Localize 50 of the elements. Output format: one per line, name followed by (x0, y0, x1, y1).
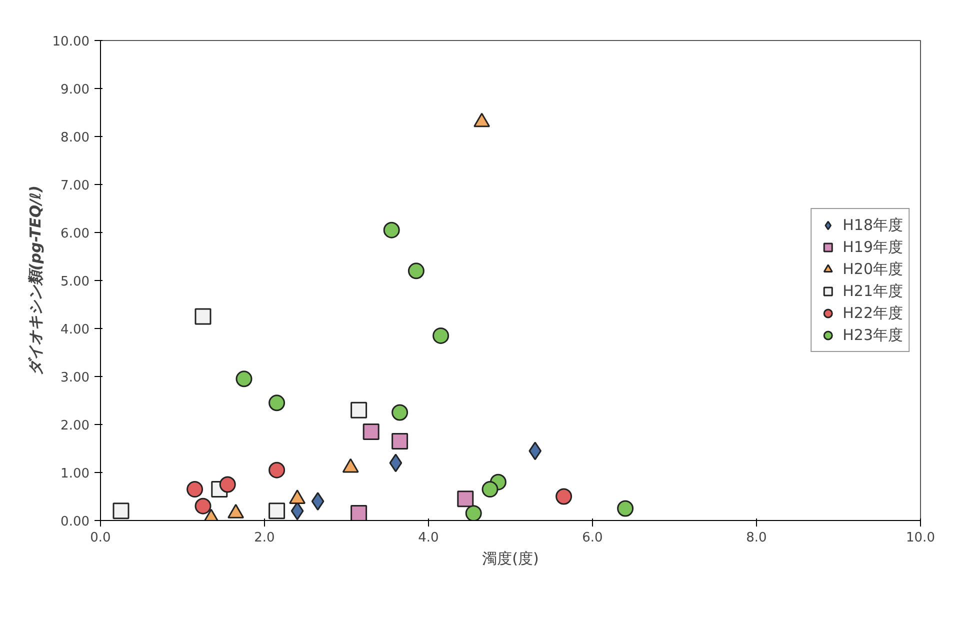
legend-label: H23年度 (842, 326, 903, 344)
y-tick-label: 1.00 (60, 466, 90, 482)
y-tick-label: 6.00 (60, 226, 90, 242)
point (432, 327, 450, 344)
y-axis-title: ダイオキシン類(pg-TEQ/ℓ) (26, 185, 44, 376)
x-tick-label: 0.0 (90, 530, 111, 546)
x-tick-label: 10.0 (906, 530, 935, 546)
point (465, 505, 482, 520)
point (194, 308, 212, 325)
point (350, 402, 368, 418)
point (392, 404, 408, 421)
legend-label: H20年度 (842, 260, 903, 278)
y-tick-label: 3.00 (60, 370, 90, 386)
point (112, 502, 130, 520)
y-tick-label: 4.00 (60, 322, 90, 338)
point (383, 222, 400, 238)
point (457, 490, 474, 508)
point (528, 442, 542, 460)
point (268, 462, 286, 478)
point (408, 262, 424, 280)
y-tick-label: 2.00 (60, 418, 90, 434)
point (350, 505, 368, 520)
legend-label: H19年度 (842, 238, 903, 256)
legend-label: H22年度 (842, 304, 903, 322)
x-tick-label: 6.0 (582, 530, 603, 546)
point (268, 394, 286, 412)
y-tick-label: 0.00 (60, 514, 90, 530)
point (219, 476, 236, 493)
x-tick-label: 8.0 (746, 530, 767, 546)
point (194, 498, 212, 514)
x-tick-label: 2.0 (254, 530, 275, 546)
point (362, 423, 380, 440)
y-tick-label: 9.00 (60, 82, 90, 98)
point (236, 370, 252, 388)
point (392, 433, 408, 450)
point (556, 488, 572, 505)
y-tick-label: 7.00 (60, 178, 90, 194)
x-axis-title: 濁度(度) (482, 550, 539, 568)
point (389, 454, 402, 472)
y-tick-label: 5.00 (60, 274, 90, 290)
y-tick-label: 8.00 (60, 130, 90, 146)
x-tick-label: 4.0 (418, 530, 439, 546)
point (617, 500, 634, 517)
point (186, 481, 204, 498)
legend-label: H18年度 (842, 216, 903, 234)
point (268, 502, 286, 520)
y-tick-label: 10.00 (52, 34, 90, 50)
legend-label: H21年度 (842, 282, 903, 300)
point (482, 481, 498, 498)
point (311, 492, 324, 511)
